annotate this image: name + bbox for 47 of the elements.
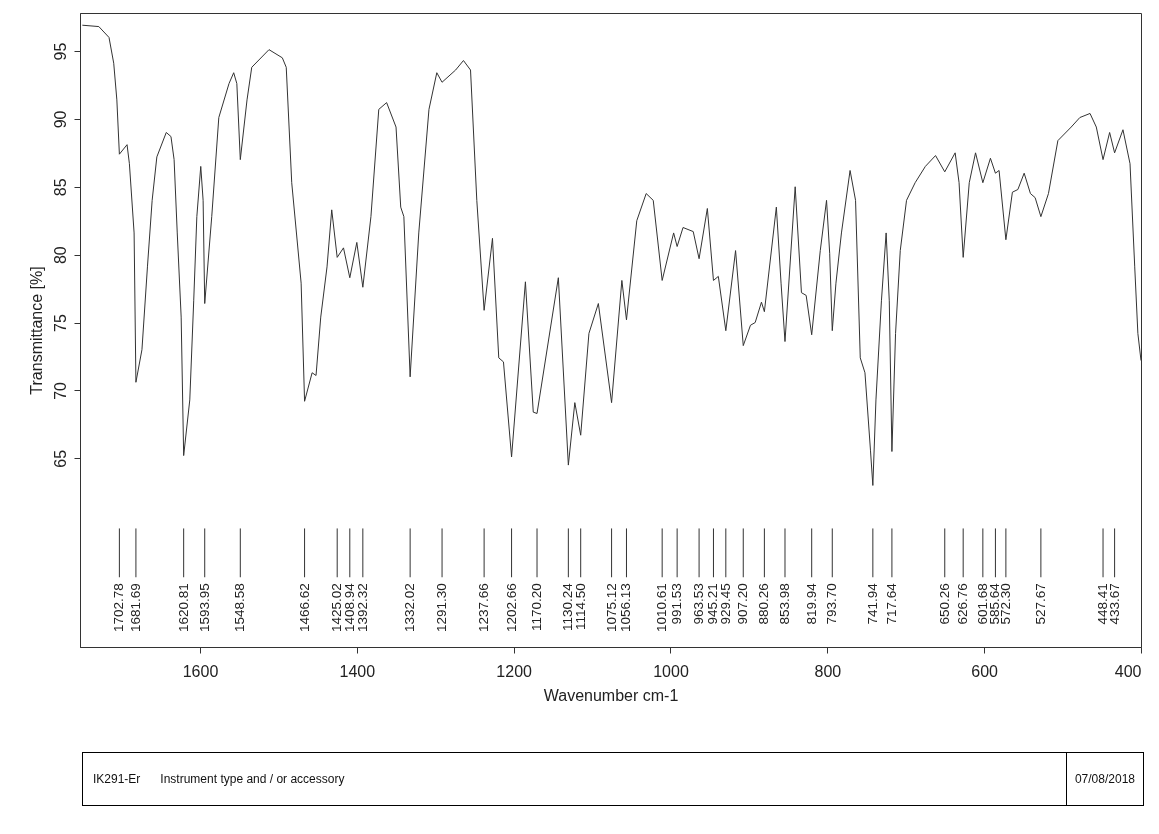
ref-line-label: 601.68 [974,583,990,625]
x-tick-label: 400 [1114,662,1142,680]
ref-line-label: 880.26 [756,583,772,625]
x-tick-label: 1600 [182,662,219,680]
x-tick-label: 800 [814,662,842,680]
ref-line-label: 1202.66 [503,583,519,633]
ref-line-label: 1170.20 [529,583,545,632]
y-tick-label: 80 [51,246,69,265]
x-axis-title: Wavenumber cm-1 [543,686,679,704]
ref-line-label: 1056.13 [618,583,634,633]
ref-line-label: 1548.58 [232,583,248,633]
y-axis-title: Transmittance [%] [27,266,45,395]
ref-line-label: 1593.95 [196,583,212,633]
y-tick-label: 95 [51,42,69,61]
ref-line-label: 1332.02 [402,583,418,633]
ref-line-label: 1681.69 [127,583,143,633]
text: Instrument type and / or accessory [159,772,346,786]
ref-line-label: 853.98 [777,583,792,625]
ref-line-label: 963.53 [691,583,707,625]
ref-line-label: 1075.12 [603,583,619,633]
y-tick-label: 65 [51,449,69,468]
ref-line-label: 1392.32 [354,583,370,633]
ref-line-label: 1237.66 [476,583,492,633]
y-tick-label: 75 [51,314,69,332]
x-tick-label: 1200 [496,662,533,680]
ref-line-label: 741.94 [864,582,880,625]
text: 07/08/2018 [1065,753,1143,805]
y-tick-label: 70 [51,381,69,400]
text: IK291-Er [92,772,142,786]
x-tick-label: 600 [971,662,999,680]
ref-line-label: 527.67 [1032,583,1048,625]
x-tick-label: 1000 [653,662,689,680]
ref-line-label: 1620.81 [175,583,191,633]
ref-line-label: 1291.30 [434,583,450,633]
ref-line-label: 907.20 [735,583,751,625]
ref-line-label: 717.64 [883,582,899,625]
y-tick-label: 90 [51,110,69,129]
ref-line-label: 819.94 [803,582,819,625]
ref-line-label: 991.53 [669,583,685,625]
ref-line-label: 650.26 [936,583,952,625]
ref-line-label: 626.76 [955,583,971,625]
ref-line-label: 1466.62 [296,583,312,633]
ref-line-label: 1702.78 [111,583,127,633]
y-tick-label: 85 [51,178,69,197]
ref-line-label: 793.70 [824,583,840,625]
ref-line-label: 1010.61 [654,583,670,633]
x-tick-label: 1400 [339,662,376,680]
